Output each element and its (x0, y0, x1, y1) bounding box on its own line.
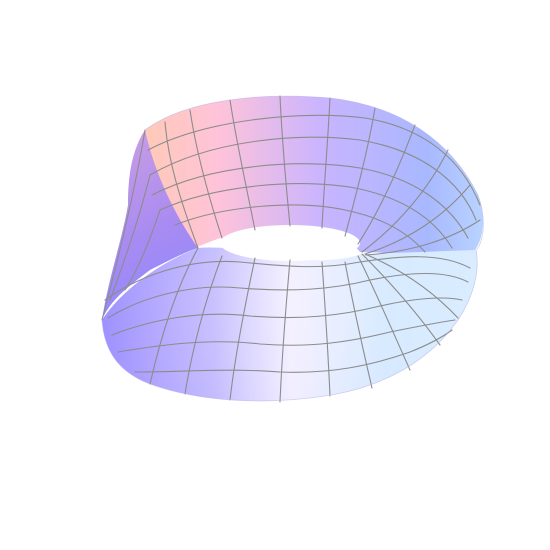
mesh-grid (101, 95, 481, 403)
front-band-highlight (102, 247, 478, 401)
mesh-line (184, 255, 223, 395)
mesh-line (164, 121, 199, 249)
mesh-line (229, 99, 256, 231)
mesh-line (149, 247, 199, 385)
left-wall-surface (102, 130, 198, 320)
strip-edges (101, 95, 484, 402)
mesh-line (361, 253, 441, 346)
mesh-line (107, 273, 469, 319)
mesh-line (117, 319, 456, 353)
mesh-line (321, 261, 331, 397)
mesh-line (147, 114, 481, 206)
strip-hole (220, 225, 360, 261)
mesh-line (111, 297, 463, 336)
mesh-line (357, 124, 416, 245)
mesh-line (364, 253, 459, 319)
mesh-line (229, 257, 256, 401)
mesh-line (357, 255, 411, 371)
mesh-line (134, 329, 453, 373)
mesh-line (279, 95, 291, 227)
mesh-line (151, 163, 469, 239)
mesh-line (364, 184, 471, 255)
mesh-line (149, 136, 477, 221)
mesh-line (174, 204, 426, 253)
mesh-line (101, 129, 146, 321)
mesh-line (189, 109, 223, 239)
mesh-line (361, 149, 449, 253)
mesh-line (321, 97, 331, 229)
mesh-line (124, 209, 161, 291)
mesh-line (159, 183, 453, 249)
mesh-line (109, 174, 151, 301)
mesh-line (279, 259, 291, 403)
mesh-line (344, 107, 376, 237)
mesh-line (365, 219, 481, 256)
mesh-line (344, 261, 373, 389)
back-band-surface (145, 96, 484, 256)
